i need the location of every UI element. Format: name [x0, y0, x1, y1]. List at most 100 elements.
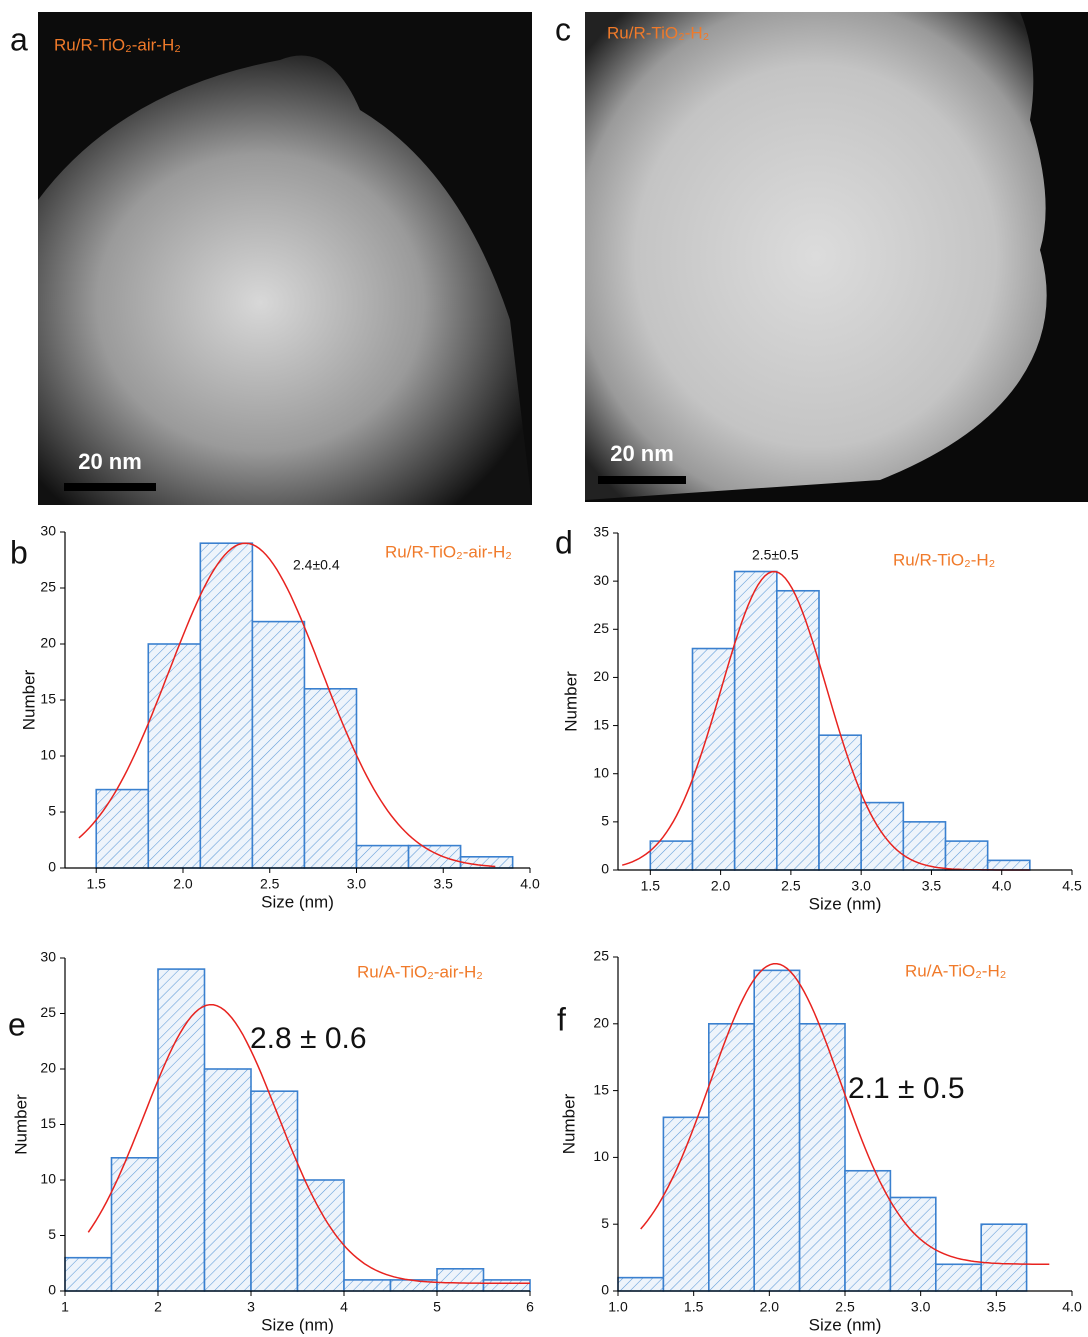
y-tick-label: 0 [601, 861, 609, 877]
x-tick-label: 5 [433, 1299, 441, 1315]
bar [986, 859, 1031, 871]
x-tick-label: 1.5 [684, 1299, 704, 1315]
x-tick-label: 4.0 [992, 878, 1012, 894]
x-axis-label: Size (nm) [261, 892, 334, 911]
x-tick-label: 6 [526, 1299, 534, 1315]
image-panel: c Ru/R-TiO₂-H₂ 20 nm [555, 11, 1088, 502]
series-label: Ru/R-TiO₂-air-H₂ [385, 542, 512, 561]
panel-letter: a [10, 21, 28, 57]
bar [303, 687, 358, 869]
bar [157, 968, 206, 1292]
scale-bar-label: 20 nm [78, 449, 142, 474]
bar [902, 821, 947, 871]
panel-letter: d [555, 524, 573, 560]
bar [199, 542, 254, 869]
bar [980, 1223, 1028, 1292]
y-tick-label: 15 [593, 716, 609, 732]
bar [733, 570, 778, 871]
panel-letter: e [8, 1006, 26, 1042]
y-tick-label: 10 [593, 764, 609, 780]
y-tick-label: 15 [40, 691, 56, 707]
y-tick-label: 20 [40, 1060, 56, 1076]
y-tick-label: 30 [40, 523, 56, 539]
bar [753, 969, 801, 1292]
x-tick-label: 4.5 [1062, 878, 1082, 894]
y-axis-label: Number [561, 671, 580, 732]
annotation: 2.8 ± 0.6 [250, 1022, 367, 1055]
y-tick-label: 5 [601, 1215, 609, 1231]
bar [95, 788, 150, 869]
x-tick-label: 2.5 [835, 1299, 855, 1315]
bar [250, 1090, 299, 1292]
bar [798, 1022, 846, 1292]
x-tick-label: 3.5 [922, 878, 942, 894]
bar [482, 1279, 531, 1292]
bar [64, 1256, 113, 1292]
y-tick-label: 20 [40, 635, 56, 651]
image-label: Ru/R-TiO₂-air-H₂ [54, 35, 181, 54]
bar [436, 1268, 485, 1292]
y-tick-label: 5 [48, 1226, 56, 1242]
y-tick-label: 20 [593, 1015, 609, 1031]
image-label: Ru/R-TiO₂-H₂ [607, 23, 709, 42]
bar [110, 1157, 159, 1292]
x-tick-label: 3.0 [851, 878, 871, 894]
annotation: 2.4±0.4 [293, 557, 340, 573]
bar [934, 1263, 982, 1292]
x-tick-label: 3.5 [434, 876, 454, 892]
x-tick-label: 3 [247, 1299, 255, 1315]
x-axis-label: Size (nm) [809, 1315, 882, 1334]
x-tick-label: 1.0 [608, 1299, 628, 1315]
y-tick-label: 15 [593, 1081, 609, 1097]
y-tick-label: 20 [593, 668, 609, 684]
bar [944, 840, 989, 871]
x-tick-label: 2.0 [711, 878, 731, 894]
series-label: Ru/A-TiO₂-H₂ [905, 961, 1006, 980]
fit-curve [78, 542, 496, 868]
y-axis-label: Number [559, 1093, 578, 1154]
x-tick-label: 1.5 [641, 878, 661, 894]
x-tick-label: 2 [154, 1299, 162, 1315]
x-tick-label: 2.5 [260, 876, 280, 892]
bar [343, 1279, 392, 1292]
y-tick-label: 25 [40, 1004, 56, 1020]
y-tick-label: 25 [593, 620, 609, 636]
x-tick-label: 1 [61, 1299, 69, 1315]
y-tick-label: 5 [601, 813, 609, 829]
x-tick-label: 4.0 [1062, 1299, 1082, 1315]
y-tick-label: 5 [48, 803, 56, 819]
bar [147, 643, 202, 869]
bar [860, 801, 905, 871]
x-tick-label: 4.0 [520, 876, 540, 892]
y-tick-label: 10 [593, 1148, 609, 1164]
x-tick-label: 3.0 [347, 876, 367, 892]
x-tick-label: 4 [340, 1299, 348, 1315]
y-tick-label: 10 [40, 1171, 56, 1187]
fit-curve [87, 1003, 530, 1284]
series-label: Ru/R-TiO₂-H₂ [893, 550, 995, 569]
bar [776, 589, 820, 871]
image-panel: a Ru/R-TiO₂-air-H₂ 20 nm [10, 12, 532, 506]
x-tick-label: 3.0 [911, 1299, 931, 1315]
bar [251, 620, 306, 869]
scale-bar-label: 20 nm [610, 441, 674, 466]
y-tick-label: 0 [48, 859, 56, 875]
y-tick-label: 0 [601, 1282, 609, 1298]
y-tick-label: 10 [40, 747, 56, 763]
panel-letter: b [10, 534, 28, 570]
bar [818, 734, 862, 871]
x-tick-label: 3.5 [987, 1299, 1007, 1315]
y-tick-label: 0 [48, 1282, 56, 1298]
series-label: Ru/A-TiO₂-air-H₂ [357, 962, 483, 981]
x-tick-label: 2.5 [781, 878, 801, 894]
bar [707, 1022, 755, 1292]
bar [203, 1068, 252, 1292]
annotation: 2.5±0.5 [752, 547, 799, 563]
x-axis-label: Size (nm) [809, 894, 882, 913]
y-tick-label: 35 [593, 524, 609, 540]
bar [662, 1116, 710, 1292]
fit-curve [640, 963, 1050, 1265]
y-axis-label: Number [19, 669, 38, 730]
panel-letter: c [555, 11, 571, 47]
